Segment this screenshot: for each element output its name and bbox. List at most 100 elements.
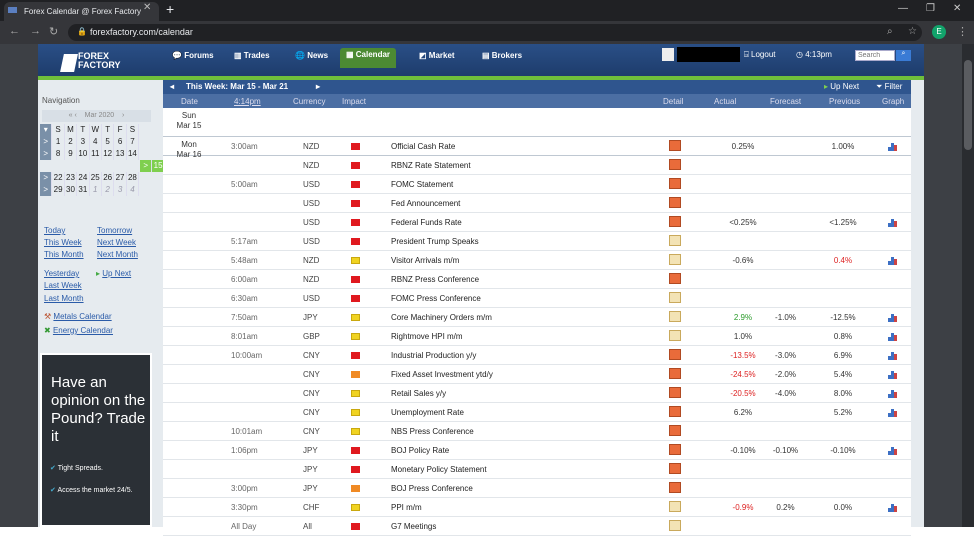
graph-icon[interactable] [888, 312, 899, 322]
table-row[interactable]: Mon Mar 16 3:00am NZD Official Cash Rate 0.25… [163, 137, 911, 159]
mini-calendar-day[interactable]: 25 [90, 172, 102, 184]
event-title[interactable]: RBNZ Press Conference [391, 275, 480, 284]
mini-calendar-day[interactable]: 28 [127, 172, 140, 184]
graph-icon[interactable] [888, 502, 899, 512]
impact-icon[interactable] [351, 295, 360, 302]
detail-icon[interactable] [669, 425, 681, 436]
event-title[interactable]: PPI m/m [391, 503, 422, 512]
mini-calendar-day[interactable]: 8 [52, 148, 65, 160]
week-arrow-icon[interactable]: > [40, 136, 53, 148]
mini-calendar-day[interactable]: 7 [127, 136, 140, 148]
impact-icon[interactable] [351, 257, 360, 264]
mini-calendar-day[interactable]: 31 [77, 184, 90, 196]
mini-calendar-day[interactable]: 10 [77, 148, 90, 160]
user-name-redacted[interactable] [677, 47, 740, 62]
menu-icon[interactable]: ⋮ [957, 26, 968, 38]
impact-icon[interactable] [351, 485, 360, 492]
nav-forums[interactable]: 💬 Forums [172, 51, 214, 60]
link-yesterday[interactable]: Yesterday [44, 269, 80, 278]
event-title[interactable]: Visitor Arrivals m/m [391, 256, 460, 265]
table-row[interactable]: 3:30pm CHF PPI m/m -0.9% 0.2% 0.0% [163, 498, 911, 517]
graph-icon[interactable] [888, 445, 899, 455]
mini-calendar-day[interactable]: 29 [52, 184, 65, 196]
event-title[interactable]: Unemployment Rate [391, 408, 464, 417]
url-input[interactable]: forexfactory.com/calendar [68, 24, 922, 41]
table-row[interactable]: 7:50am JPY Core Machinery Orders m/m 2.9% -1… [163, 308, 911, 327]
table-row[interactable]: USD Fed Announcement [163, 194, 911, 213]
maximize-icon[interactable]: ❐ [926, 3, 935, 14]
search-input[interactable] [855, 50, 895, 61]
detail-icon[interactable] [669, 140, 681, 151]
impact-icon[interactable] [351, 143, 360, 150]
link-tomorrow[interactable]: Tomorrow [97, 226, 133, 235]
event-title[interactable]: Monetary Policy Statement [391, 465, 487, 474]
detail-icon[interactable] [669, 216, 681, 227]
new-tab-icon[interactable]: + [166, 1, 175, 17]
event-title[interactable]: BOJ Policy Rate [391, 446, 450, 455]
mini-calendar-day[interactable]: 3 [77, 136, 90, 148]
up-next-button[interactable]: ▸ Up Next [824, 82, 860, 91]
reload-icon[interactable]: ↻ [49, 26, 59, 38]
table-row[interactable]: 6:30am USD FOMC Press Conference [163, 289, 911, 308]
detail-icon[interactable] [669, 254, 681, 265]
scrollbar-thumb[interactable] [964, 60, 972, 150]
detail-icon[interactable] [669, 501, 681, 512]
table-row[interactable]: CNY Unemployment Rate 6.2% 5.2% [163, 403, 911, 422]
mini-calendar-day[interactable]: 1 [52, 136, 65, 148]
impact-icon[interactable] [351, 219, 360, 226]
nav-brokers[interactable]: ▤ Brokers [482, 51, 523, 60]
graph-icon[interactable] [888, 350, 899, 360]
event-title[interactable]: NBS Press Conference [391, 427, 474, 436]
link-next-month[interactable]: Next Month [97, 250, 138, 259]
event-title[interactable]: Industrial Production y/y [391, 351, 477, 360]
table-row[interactable]: CNY Fixed Asset Investment ytd/y -24.5% -2.… [163, 365, 911, 384]
week-arrow-icon[interactable]: > [40, 172, 53, 184]
mini-calendar-day[interactable]: 11 [90, 148, 102, 160]
mini-calendar-day[interactable]: 14 [127, 148, 140, 160]
graph-icon[interactable] [888, 255, 899, 265]
impact-icon[interactable] [351, 162, 360, 169]
graph-icon[interactable] [888, 407, 899, 417]
link-last-week[interactable]: Last Week [44, 281, 82, 290]
impact-icon[interactable] [351, 390, 360, 397]
filter-button[interactable]: ⏷ Filter [876, 82, 903, 91]
nav-news[interactable]: 🌐 News [295, 51, 329, 60]
mini-calendar-day[interactable]: 13 [114, 148, 127, 160]
detail-icon[interactable] [669, 387, 681, 398]
nav-trades[interactable]: ▥ Trades [234, 51, 270, 60]
impact-icon[interactable] [351, 466, 360, 473]
nav-market[interactable]: ◩ Market [419, 51, 455, 60]
scrollbar[interactable] [962, 44, 974, 527]
table-row[interactable]: NZD RBNZ Rate Statement [163, 156, 911, 175]
star-icon[interactable]: ☆ [908, 26, 917, 37]
event-title[interactable]: Federal Funds Rate [391, 218, 462, 227]
link-up-next[interactable]: ▸ Up Next [96, 269, 132, 278]
event-title[interactable]: FOMC Statement [391, 180, 454, 189]
mini-calendar-day[interactable]: 27 [114, 172, 127, 184]
zoom-icon[interactable]: ⌕ [887, 26, 893, 37]
mini-calendar-day[interactable]: 6 [114, 136, 127, 148]
table-row[interactable]: JPY Monetary Policy Statement [163, 460, 911, 479]
forward-icon[interactable]: → [30, 25, 41, 37]
link-metals-calendar[interactable]: ⚒ Metals Calendar [44, 312, 112, 321]
link-this-month[interactable]: This Month [44, 250, 84, 259]
table-row[interactable]: CNY Retail Sales y/y -20.5% -4.0% 8.0% [163, 384, 911, 403]
impact-icon[interactable] [351, 371, 360, 378]
search-icon[interactable]: ⌕ [896, 50, 911, 61]
table-row[interactable]: Sun Mar 15 [163, 108, 911, 137]
detail-icon[interactable] [669, 482, 681, 493]
week-arrow-icon[interactable]: > [140, 160, 153, 172]
link-energy-calendar[interactable]: ✖ Energy Calendar [44, 326, 113, 335]
impact-icon[interactable] [351, 181, 360, 188]
close-window-icon[interactable]: ✕ [953, 3, 962, 14]
event-title[interactable]: President Trump Speaks [391, 237, 479, 246]
table-row[interactable]: 10:00am CNY Industrial Production y/y -13.5… [163, 346, 911, 365]
impact-icon[interactable] [351, 333, 360, 340]
site-logo[interactable]: FOREX FACTORY [60, 52, 130, 76]
event-title[interactable]: RBNZ Rate Statement [391, 161, 471, 170]
mini-calendar-day[interactable]: M [65, 124, 78, 136]
link-next-week[interactable]: Next Week [97, 238, 136, 247]
mini-calendar-day[interactable]: 4 [90, 136, 102, 148]
graph-icon[interactable] [888, 141, 899, 151]
mini-calendar-day[interactable]: 9 [65, 148, 78, 160]
